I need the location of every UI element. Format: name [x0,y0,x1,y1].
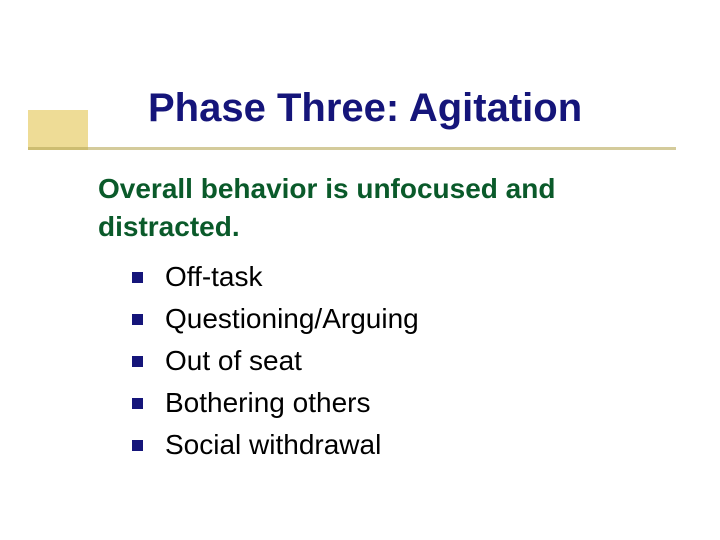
list-item: Questioning/Arguing [132,298,419,340]
square-bullet-icon [132,356,143,367]
list-item: Social withdrawal [132,424,419,466]
list-item: Off-task [132,256,419,298]
square-bullet-icon [132,440,143,451]
slide-title: Phase Three: Agitation [148,86,582,131]
list-item: Out of seat [132,340,419,382]
bullet-list: Off-taskQuestioning/ArguingOut of seatBo… [132,256,419,466]
list-item-text: Questioning/Arguing [165,298,419,340]
accent-box [28,110,88,150]
slide-subtitle: Overall behavior is unfocused and distra… [98,170,658,246]
accent-line [28,147,676,150]
square-bullet-icon [132,272,143,283]
list-item-text: Bothering others [165,382,370,424]
slide: Phase Three: Agitation Overall behavior … [0,0,720,540]
list-item-text: Social withdrawal [165,424,381,466]
square-bullet-icon [132,398,143,409]
list-item-text: Off-task [165,256,263,298]
list-item-text: Out of seat [165,340,302,382]
list-item: Bothering others [132,382,419,424]
square-bullet-icon [132,314,143,325]
